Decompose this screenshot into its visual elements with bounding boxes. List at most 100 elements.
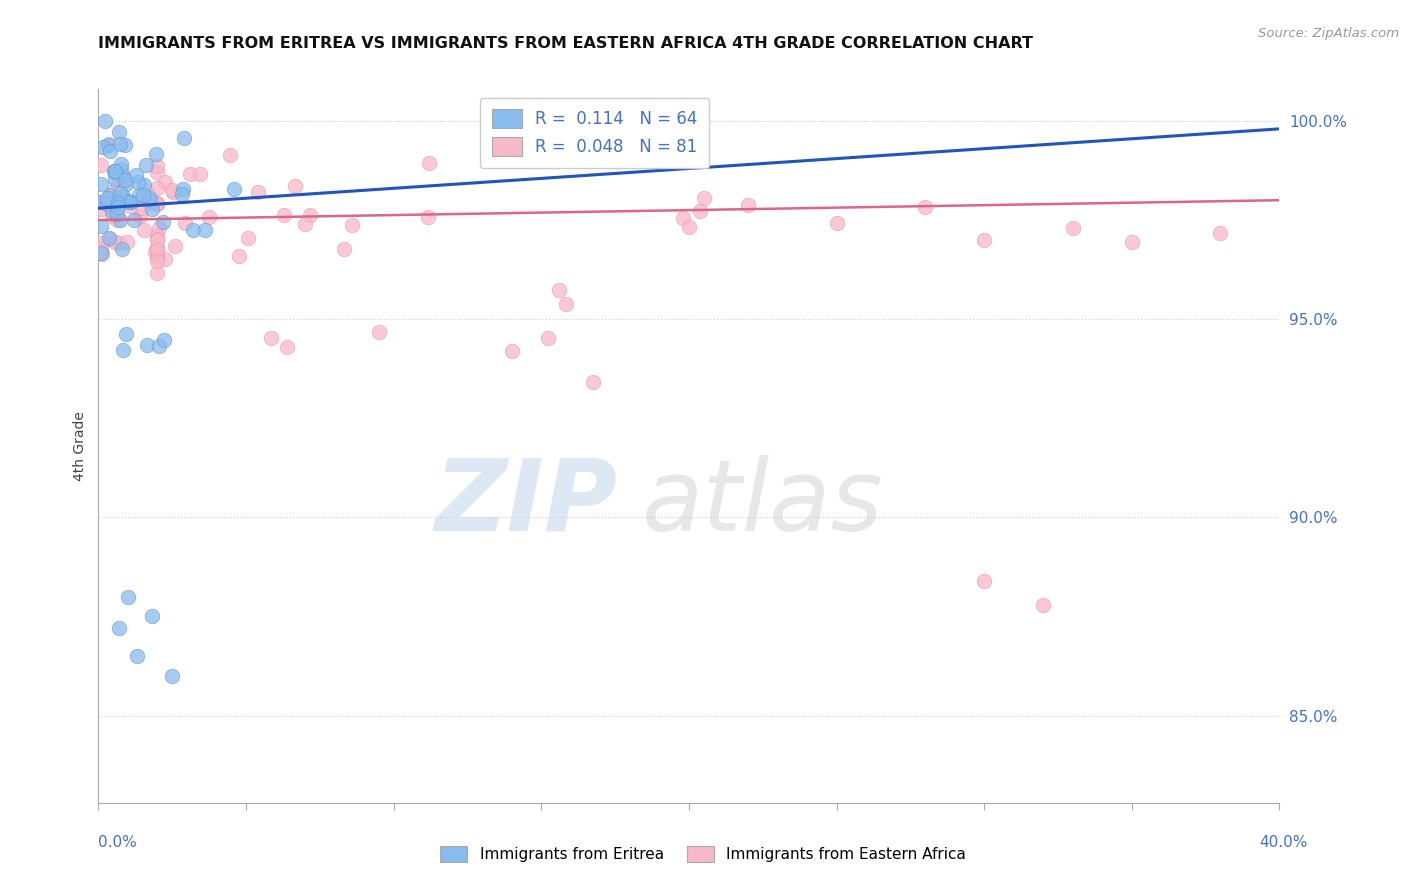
- Point: [122, 212, 145, 227]
- Point: [127, 175, 149, 189]
- Point: [118, 199, 141, 213]
- Point: [138, 196, 160, 211]
- Point: [146, 243, 169, 257]
- Point: [110, 161, 132, 176]
- Point: [129, 210, 152, 224]
- Point: [294, 218, 316, 232]
- Point: [104, 164, 127, 178]
- Point: [825, 216, 848, 230]
- Point: [104, 235, 127, 249]
- Point: [153, 252, 176, 266]
- Point: [132, 222, 155, 236]
- Point: [105, 207, 128, 221]
- Point: [90, 246, 112, 260]
- Legend: Immigrants from Eritrea, Immigrants from Eastern Africa: Immigrants from Eritrea, Immigrants from…: [433, 840, 973, 868]
- Point: [115, 194, 138, 209]
- Point: [152, 214, 174, 228]
- Point: [173, 131, 195, 145]
- Point: [418, 210, 440, 224]
- Point: [131, 201, 153, 215]
- Point: [108, 236, 131, 251]
- Text: 0.0%: 0.0%: [98, 836, 138, 850]
- Point: [103, 164, 125, 178]
- Point: [115, 327, 138, 342]
- Point: [146, 165, 169, 179]
- Point: [179, 167, 201, 181]
- Point: [165, 238, 187, 252]
- Point: [160, 183, 183, 197]
- Point: [273, 208, 295, 222]
- Point: [98, 144, 121, 158]
- Point: [172, 187, 194, 202]
- Point: [259, 331, 281, 345]
- Point: [96, 197, 118, 211]
- Point: [135, 158, 157, 172]
- Point: [198, 210, 221, 224]
- Point: [107, 200, 129, 214]
- Point: [90, 219, 112, 233]
- Point: [914, 201, 936, 215]
- Point: [146, 233, 169, 247]
- Point: [112, 343, 135, 358]
- Point: [246, 185, 269, 199]
- Point: [132, 187, 155, 202]
- Point: [90, 245, 112, 260]
- Point: [103, 172, 125, 186]
- Point: [141, 609, 163, 624]
- Point: [548, 283, 571, 297]
- Point: [125, 649, 148, 664]
- Text: Source: ZipAtlas.com: Source: ZipAtlas.com: [1258, 27, 1399, 40]
- Point: [90, 202, 112, 217]
- Point: [139, 192, 162, 206]
- Point: [145, 147, 167, 161]
- Point: [108, 213, 131, 227]
- Point: [143, 245, 166, 260]
- Point: [148, 220, 170, 235]
- Point: [146, 196, 169, 211]
- Point: [136, 192, 159, 206]
- Point: [693, 191, 716, 205]
- Point: [117, 590, 139, 604]
- Point: [135, 184, 157, 198]
- Point: [117, 194, 139, 209]
- Point: [678, 219, 700, 234]
- Point: [107, 177, 129, 191]
- Point: [340, 219, 363, 233]
- Point: [125, 168, 148, 182]
- Point: [98, 136, 121, 151]
- Point: [100, 209, 122, 223]
- Point: [100, 232, 122, 246]
- Point: [146, 196, 169, 211]
- Point: [173, 215, 195, 229]
- Point: [146, 232, 169, 246]
- Point: [96, 191, 118, 205]
- Point: [146, 228, 169, 243]
- Point: [90, 245, 112, 260]
- Point: [128, 188, 150, 202]
- Point: [98, 231, 121, 245]
- Point: [90, 177, 112, 191]
- Point: [236, 230, 259, 244]
- Point: [554, 297, 576, 311]
- Y-axis label: 4th Grade: 4th Grade: [73, 411, 87, 481]
- Point: [146, 241, 169, 255]
- Point: [332, 242, 354, 256]
- Point: [146, 159, 169, 173]
- Point: [501, 343, 523, 358]
- Point: [162, 185, 184, 199]
- Point: [146, 244, 169, 258]
- Legend: R =  0.114   N = 64, R =  0.048   N = 81: R = 0.114 N = 64, R = 0.048 N = 81: [479, 97, 709, 168]
- Point: [146, 250, 169, 264]
- Point: [94, 113, 117, 128]
- Point: [100, 204, 122, 219]
- Point: [112, 189, 135, 203]
- Point: [108, 621, 131, 635]
- Point: [973, 233, 995, 247]
- Point: [114, 173, 136, 187]
- Point: [111, 169, 134, 184]
- Point: [222, 182, 245, 196]
- Point: [367, 325, 389, 339]
- Point: [90, 158, 112, 172]
- Point: [172, 182, 194, 196]
- Point: [148, 338, 170, 352]
